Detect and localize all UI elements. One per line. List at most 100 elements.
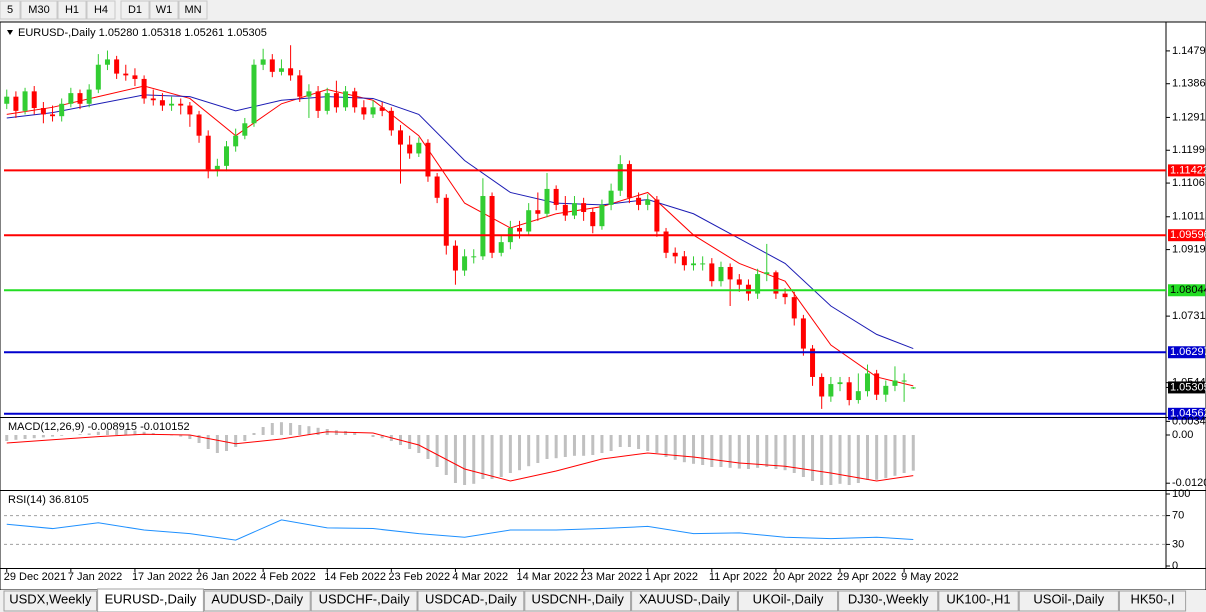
active-tab[interactable] xyxy=(97,588,204,612)
candle-body xyxy=(562,204,568,216)
timeframe-button[interactable] xyxy=(120,0,150,20)
level-label-box xyxy=(1168,346,1205,359)
tab[interactable] xyxy=(938,590,1019,612)
tab-label[interactable]: EURUSD-,Daily xyxy=(105,591,197,606)
x-tick-label: 11 Apr 2022 xyxy=(709,571,768,583)
tab[interactable] xyxy=(417,590,525,612)
macd-bar xyxy=(884,435,888,479)
macd-bar xyxy=(234,435,238,447)
candle-body xyxy=(278,68,284,72)
candle-body xyxy=(773,272,779,294)
tab-label[interactable]: HK50-,I xyxy=(1130,591,1174,606)
x-tick-label: 4 Mar 2022 xyxy=(452,571,508,583)
tab-label[interactable]: USDCNH-,Daily xyxy=(531,591,624,606)
tab-label[interactable]: UK100-,H1 xyxy=(946,591,1010,606)
macd-bar xyxy=(188,435,192,439)
tab-label[interactable]: DJ30-,Weekly xyxy=(848,591,929,606)
macd-bar xyxy=(865,435,869,480)
macd-bar xyxy=(719,435,723,467)
candle-body xyxy=(581,203,587,212)
macd-bar xyxy=(96,431,100,435)
x-tick-label: 7 Jan 2022 xyxy=(68,571,122,583)
macd-bar xyxy=(508,435,512,473)
tab[interactable] xyxy=(203,590,311,612)
indicator-line xyxy=(6,94,914,350)
timeframe-button[interactable] xyxy=(0,0,21,20)
tab-label[interactable]: USDCHF-,Daily xyxy=(319,591,411,606)
timeframe-button[interactable] xyxy=(57,0,87,20)
candle-body xyxy=(187,105,193,115)
candle-body xyxy=(700,263,706,265)
candle-body xyxy=(297,75,303,97)
candle-body xyxy=(892,380,898,386)
candle-body xyxy=(397,130,403,145)
candle-body xyxy=(736,279,742,285)
candle-body xyxy=(388,110,394,131)
macd-bar xyxy=(627,435,631,447)
macd-bar xyxy=(334,430,338,435)
candle-body xyxy=(434,176,440,198)
timeframe-button[interactable] xyxy=(86,0,116,20)
candle-body xyxy=(901,380,907,382)
x-tick-label: 23 Mar 2022 xyxy=(581,571,643,583)
timeframe-button[interactable] xyxy=(20,0,58,20)
macd-bar xyxy=(637,435,641,449)
timeframe-label[interactable]: H4 xyxy=(94,4,108,16)
tab[interactable] xyxy=(524,590,632,612)
tab-label[interactable]: XAUUSD-,Daily xyxy=(639,591,731,606)
timeframe-label[interactable]: W1 xyxy=(156,4,173,16)
candle-body xyxy=(59,103,65,117)
y-tick-label: -0.01205 xyxy=(1172,477,1206,489)
candle-body xyxy=(480,196,486,257)
macd-bar xyxy=(426,435,430,459)
candle-body xyxy=(50,114,56,117)
candle-body xyxy=(150,98,156,101)
y-tick-label: 1.07315 xyxy=(1172,310,1206,322)
x-tick-label: 1 Apr 2022 xyxy=(645,571,698,583)
candle-body xyxy=(462,256,468,271)
x-tick-label: 20 Apr 2022 xyxy=(773,571,832,583)
timeframe-label[interactable]: H1 xyxy=(65,4,79,16)
tab[interactable] xyxy=(1118,590,1187,612)
timeframe-button[interactable] xyxy=(178,0,208,20)
toolbar xyxy=(0,0,1206,20)
timeframe-label[interactable]: 5 xyxy=(7,4,13,16)
candle-body xyxy=(498,242,504,253)
y-tick-label: 100 xyxy=(1172,488,1190,500)
tab[interactable] xyxy=(310,590,418,612)
tab-label[interactable]: USOil-,Daily xyxy=(1033,591,1104,606)
candle-body xyxy=(251,64,257,124)
timeframe-label[interactable]: MN xyxy=(184,4,201,16)
candle-body xyxy=(681,256,687,266)
tab-label[interactable]: AUDUSD-,Daily xyxy=(211,591,303,606)
candle-body xyxy=(910,387,916,389)
candle-body xyxy=(810,348,816,377)
tab[interactable] xyxy=(838,590,939,612)
candle-body xyxy=(791,297,797,319)
candle-body xyxy=(645,199,651,205)
tab[interactable] xyxy=(631,590,738,612)
level-label-box xyxy=(1168,229,1205,242)
tab-label[interactable]: USDX,Weekly xyxy=(9,591,92,606)
timeframe-label[interactable]: D1 xyxy=(128,4,142,16)
candle-body xyxy=(745,284,751,294)
tab[interactable] xyxy=(1018,590,1119,612)
last-price-label: 1.05305 xyxy=(1170,381,1206,393)
indicator-line xyxy=(6,431,914,482)
tab-label[interactable]: UKOil-,Daily xyxy=(753,591,824,606)
candle-body xyxy=(214,165,220,170)
tab[interactable] xyxy=(3,590,98,612)
timeframe-label[interactable]: M30 xyxy=(28,4,49,16)
macd-bar xyxy=(847,435,851,485)
tab-label[interactable]: USDCAD-,Daily xyxy=(425,591,517,606)
candle-body xyxy=(224,146,230,166)
tab[interactable] xyxy=(737,590,839,612)
macd-bar xyxy=(51,435,55,437)
x-tick-label: 26 Jan 2022 xyxy=(196,571,257,583)
macd-bar xyxy=(380,435,384,439)
macd-bar xyxy=(893,435,897,476)
chart-title: EURUSD-,Daily 1.05280 1.05318 1.05261 1.… xyxy=(18,27,267,39)
macd-bar xyxy=(307,426,311,435)
timeframe-button[interactable] xyxy=(149,0,179,20)
